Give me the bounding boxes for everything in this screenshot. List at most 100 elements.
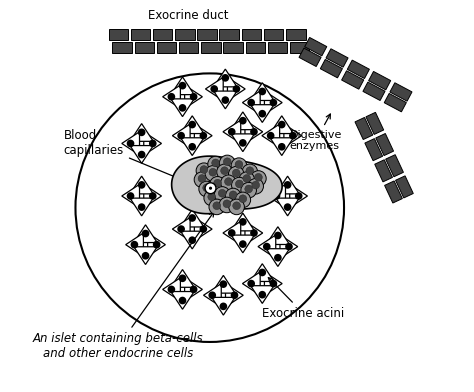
Polygon shape: [251, 83, 274, 100]
Circle shape: [127, 192, 134, 200]
Polygon shape: [231, 235, 255, 253]
Polygon shape: [181, 231, 204, 249]
Polygon shape: [286, 29, 306, 40]
Circle shape: [263, 243, 271, 250]
Polygon shape: [194, 124, 212, 147]
Circle shape: [209, 199, 225, 215]
Circle shape: [177, 225, 185, 233]
Circle shape: [200, 166, 208, 173]
Circle shape: [231, 291, 238, 299]
Circle shape: [239, 240, 246, 248]
Polygon shape: [245, 120, 263, 143]
Text: Exocrine acini: Exocrine acini: [262, 278, 345, 320]
Circle shape: [289, 132, 297, 140]
Circle shape: [255, 173, 262, 181]
Circle shape: [258, 110, 266, 118]
Circle shape: [246, 167, 254, 174]
Circle shape: [214, 179, 221, 187]
Circle shape: [239, 139, 246, 147]
Circle shape: [239, 218, 246, 226]
Polygon shape: [157, 42, 176, 53]
Polygon shape: [290, 184, 308, 208]
Circle shape: [188, 214, 196, 222]
Polygon shape: [264, 91, 282, 114]
Circle shape: [247, 99, 255, 106]
Polygon shape: [266, 249, 290, 267]
Circle shape: [205, 183, 216, 194]
Circle shape: [228, 167, 244, 182]
Circle shape: [177, 132, 185, 140]
Circle shape: [138, 181, 146, 189]
Circle shape: [248, 178, 264, 194]
Circle shape: [127, 140, 134, 147]
Polygon shape: [163, 278, 181, 301]
Circle shape: [194, 172, 210, 187]
Polygon shape: [355, 118, 373, 140]
Polygon shape: [130, 198, 153, 216]
Polygon shape: [214, 91, 237, 109]
Polygon shape: [264, 29, 283, 40]
Circle shape: [258, 269, 266, 276]
Circle shape: [219, 280, 227, 288]
Circle shape: [142, 252, 149, 260]
Polygon shape: [122, 132, 139, 155]
Polygon shape: [203, 283, 221, 307]
Circle shape: [209, 187, 212, 190]
Polygon shape: [212, 276, 235, 293]
Polygon shape: [144, 184, 162, 208]
Circle shape: [208, 193, 216, 201]
Circle shape: [223, 158, 231, 166]
Polygon shape: [384, 181, 402, 203]
Polygon shape: [390, 83, 412, 101]
Polygon shape: [266, 227, 290, 245]
Polygon shape: [197, 29, 217, 40]
Polygon shape: [242, 91, 260, 114]
Polygon shape: [181, 209, 204, 227]
Polygon shape: [276, 176, 299, 194]
Circle shape: [250, 229, 258, 237]
Polygon shape: [112, 42, 132, 53]
Polygon shape: [251, 264, 274, 281]
Polygon shape: [214, 69, 237, 87]
Polygon shape: [171, 77, 194, 94]
Polygon shape: [270, 138, 293, 156]
Polygon shape: [194, 218, 212, 241]
Polygon shape: [179, 42, 199, 53]
Polygon shape: [231, 112, 255, 130]
Polygon shape: [173, 218, 190, 241]
Circle shape: [203, 184, 210, 192]
Circle shape: [273, 192, 280, 200]
Circle shape: [204, 190, 219, 206]
Circle shape: [190, 286, 198, 293]
Circle shape: [179, 104, 186, 112]
Polygon shape: [268, 42, 287, 53]
Circle shape: [179, 82, 186, 89]
Circle shape: [270, 99, 277, 106]
Polygon shape: [185, 85, 202, 109]
Circle shape: [210, 176, 225, 192]
Circle shape: [214, 187, 230, 202]
Circle shape: [236, 180, 243, 188]
Polygon shape: [181, 138, 204, 156]
Polygon shape: [171, 292, 194, 309]
Polygon shape: [205, 77, 223, 101]
Circle shape: [232, 169, 240, 177]
Circle shape: [221, 96, 229, 104]
Circle shape: [213, 202, 221, 210]
Polygon shape: [126, 233, 144, 256]
Polygon shape: [109, 29, 128, 40]
Circle shape: [219, 303, 227, 310]
Circle shape: [219, 155, 235, 171]
Circle shape: [228, 229, 236, 237]
Polygon shape: [212, 298, 235, 315]
Polygon shape: [395, 176, 413, 198]
Circle shape: [295, 192, 302, 200]
Circle shape: [138, 129, 146, 136]
Polygon shape: [262, 124, 280, 147]
Polygon shape: [320, 60, 342, 78]
Polygon shape: [251, 286, 274, 303]
Circle shape: [209, 291, 216, 299]
Circle shape: [188, 143, 196, 151]
Circle shape: [229, 199, 245, 215]
Circle shape: [284, 181, 292, 189]
